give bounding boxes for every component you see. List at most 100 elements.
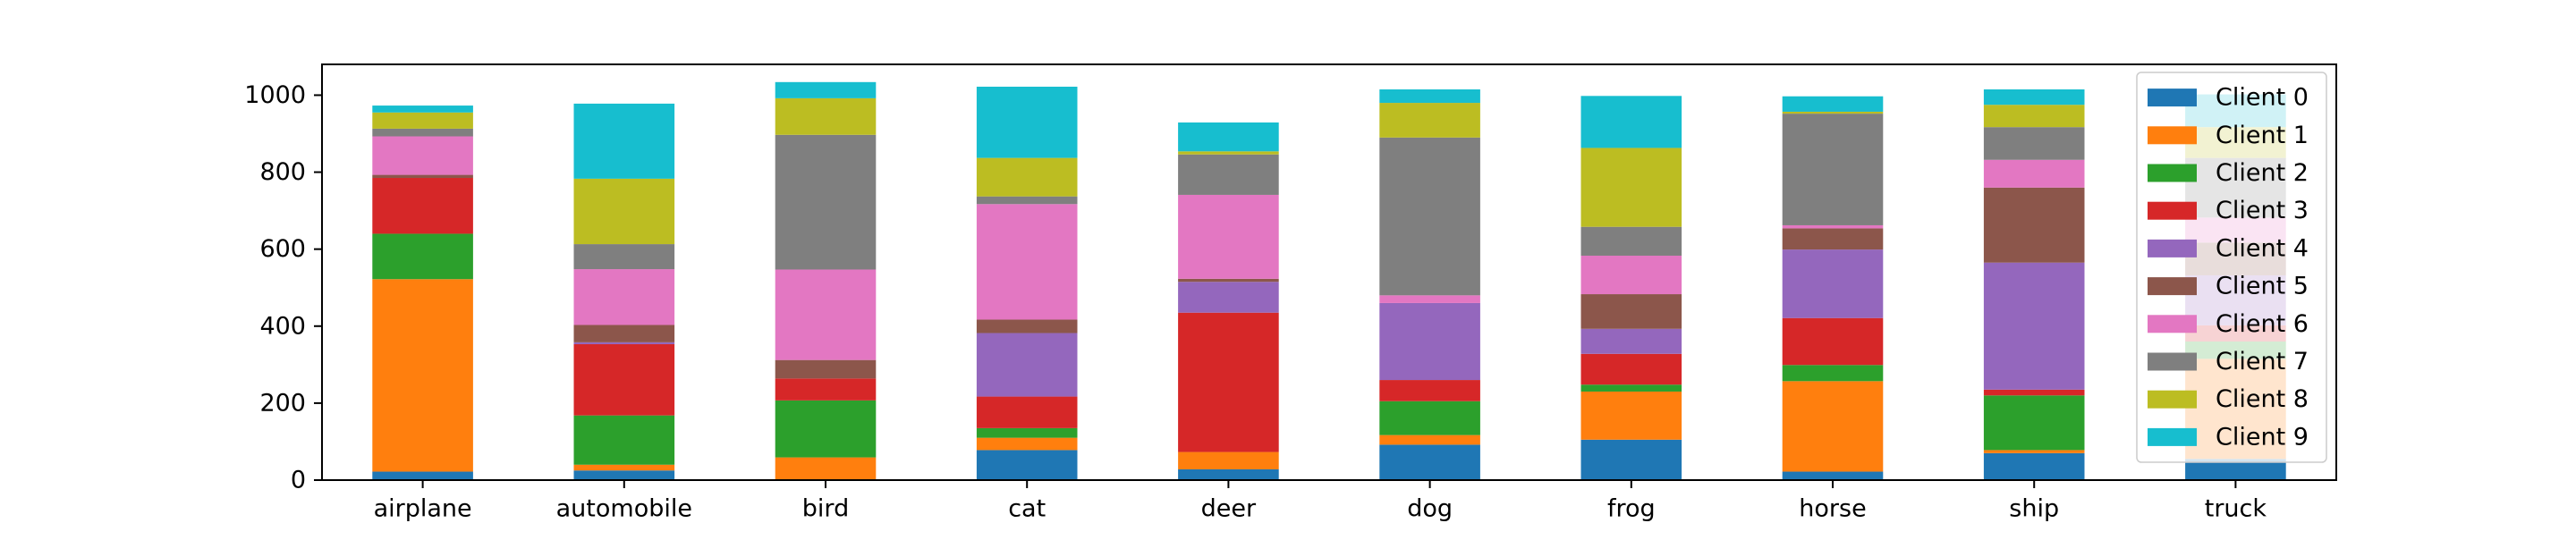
y-tick-label-400: 400: [259, 312, 306, 340]
bar-segment-horse-client-6: [1782, 224, 1884, 229]
bar-segment-deer-client-0: [1178, 468, 1279, 480]
legend-swatch-client-0: [2148, 89, 2197, 107]
legend-swatch-client-6: [2148, 315, 2197, 333]
bar-segment-airplane-client-9: [372, 105, 473, 113]
bar-segment-horse-client-8: [1782, 111, 1884, 114]
x-axis: airplane automobile bird cat deer dog frog hors…: [374, 480, 2267, 523]
bar-segment-frog-client-5: [1580, 294, 1682, 329]
bar-segment-deer-client-6: [1178, 194, 1279, 279]
bar-segment-frog-client-2: [1580, 384, 1682, 392]
legend-swatch-client-9: [2148, 427, 2197, 446]
legend-label-client-1: Client 1: [2216, 122, 2309, 149]
bar-segment-horse-client-3: [1782, 317, 1884, 366]
bar-segment-bird-client-7: [775, 134, 877, 270]
bar-segment-frog-client-1: [1580, 391, 1682, 440]
y-tick-label-200: 200: [259, 389, 306, 417]
bar-segment-bird-client-9: [775, 81, 877, 98]
bar-segment-horse-client-0: [1782, 471, 1884, 480]
bar-segment-bird-client-1: [775, 457, 877, 480]
legend-label-client-0: Client 0: [2216, 84, 2309, 112]
bar-segment-airplane-client-3: [372, 178, 473, 234]
legend: Client 0 Client 1 Client 2 Client 3 Client 4…: [2136, 72, 2327, 463]
y-tick-label-0: 0: [291, 467, 306, 494]
bar-segment-automobile-client-0: [573, 470, 675, 480]
bar-segment-ship-client-7: [1983, 127, 2085, 160]
bar-segment-ship-client-0: [1983, 452, 2085, 480]
x-tick-label-deer: deer: [1201, 495, 1257, 523]
bar-segment-deer-client-4: [1178, 282, 1279, 313]
legend-swatch-client-7: [2148, 352, 2197, 371]
bar-segment-dog-client-8: [1379, 103, 1480, 138]
bar-segment-bird-client-5: [775, 359, 877, 379]
bar-segment-cat-client-0: [976, 450, 1078, 480]
x-tick-label-truck: truck: [2205, 495, 2267, 523]
bar-segment-cat-client-4: [976, 333, 1078, 397]
bar-segment-ship-client-4: [1983, 262, 2085, 390]
bar-segment-bird-client-3: [775, 378, 877, 401]
legend-swatch-client-8: [2148, 390, 2197, 409]
x-tick-label-automobile: automobile: [556, 495, 692, 523]
bar-segment-horse-client-7: [1782, 114, 1884, 225]
bar-segment-airplane-client-1: [372, 279, 473, 472]
bar-segment-cat-client-1: [976, 437, 1078, 451]
x-tick-label-cat: cat: [1008, 495, 1046, 523]
bars-layer: [372, 81, 2286, 480]
legend-swatch-client-4: [2148, 239, 2197, 257]
plot-frame: [321, 63, 2337, 481]
legend-swatch-client-1: [2148, 126, 2197, 145]
bar-segment-cat-client-3: [976, 396, 1078, 428]
bar-segment-frog-client-9: [1580, 96, 1682, 148]
bar-segment-ship-client-8: [1983, 105, 2085, 128]
bar-segment-deer-client-1: [1178, 451, 1279, 469]
x-tick-label-bird: bird: [802, 495, 849, 523]
bar-segment-cat-client-6: [976, 204, 1078, 320]
bar-segment-horse-client-2: [1782, 365, 1884, 382]
x-tick-label-horse: horse: [1799, 495, 1866, 523]
bar-segment-horse-client-5: [1782, 228, 1884, 250]
x-tick-label-ship: ship: [2009, 495, 2059, 523]
bar-segment-horse-client-1: [1782, 381, 1884, 472]
legend-label-client-4: Client 4: [2216, 234, 2309, 262]
bar-segment-ship-client-6: [1983, 159, 2085, 188]
bar-segment-horse-client-4: [1782, 249, 1884, 318]
bar-segment-automobile-client-1: [573, 464, 675, 471]
bar-segment-frog-client-0: [1580, 439, 1682, 480]
bar-segment-truck-client-0: [2185, 459, 2286, 480]
bar-segment-automobile-client-9: [573, 103, 675, 179]
bar-segment-airplane-client-0: [372, 471, 473, 480]
legend-label-client-3: Client 3: [2216, 197, 2309, 224]
bar-segment-airplane-client-5: [372, 174, 473, 179]
bar-segment-frog-client-7: [1580, 226, 1682, 256]
bar-segment-frog-client-3: [1580, 353, 1682, 385]
bar-segment-frog-client-8: [1580, 148, 1682, 227]
bar-segment-horse-client-9: [1782, 96, 1884, 112]
bar-segment-deer-client-9: [1178, 122, 1279, 152]
bar-segment-cat-client-2: [976, 427, 1078, 438]
bar-segment-airplane-client-8: [372, 112, 473, 129]
bar-segment-cat-client-5: [976, 319, 1078, 333]
bar-segment-bird-client-6: [775, 269, 877, 360]
bar-segment-dog-client-6: [1379, 295, 1480, 303]
x-tick-label-airplane: airplane: [374, 495, 472, 523]
bar-segment-ship-client-5: [1983, 187, 2085, 263]
bar-segment-frog-client-6: [1580, 255, 1682, 295]
bar-segment-ship-client-9: [1983, 89, 2085, 105]
bar-segment-ship-client-1: [1983, 450, 2085, 453]
bar-segment-ship-client-2: [1983, 395, 2085, 451]
legend-label-client-6: Client 6: [2216, 310, 2309, 338]
bar-segment-dog-client-9: [1379, 89, 1480, 104]
bar-segment-bird-client-8: [775, 97, 877, 135]
legend-label-client-2: Client 2: [2216, 159, 2309, 187]
bar-segment-dog-client-2: [1379, 401, 1480, 435]
bar-segment-dog-client-7: [1379, 137, 1480, 296]
bar-segment-deer-client-7: [1178, 154, 1279, 195]
y-axis: 0 200 400 600 800 1000: [244, 81, 322, 494]
bar-segment-automobile-client-4: [573, 342, 675, 345]
bar-segment-dog-client-3: [1379, 380, 1480, 401]
bar-segment-airplane-client-6: [372, 136, 473, 175]
bar-segment-cat-client-9: [976, 86, 1078, 158]
bar-segment-frog-client-4: [1580, 328, 1682, 354]
legend-swatch-client-2: [2148, 164, 2197, 182]
